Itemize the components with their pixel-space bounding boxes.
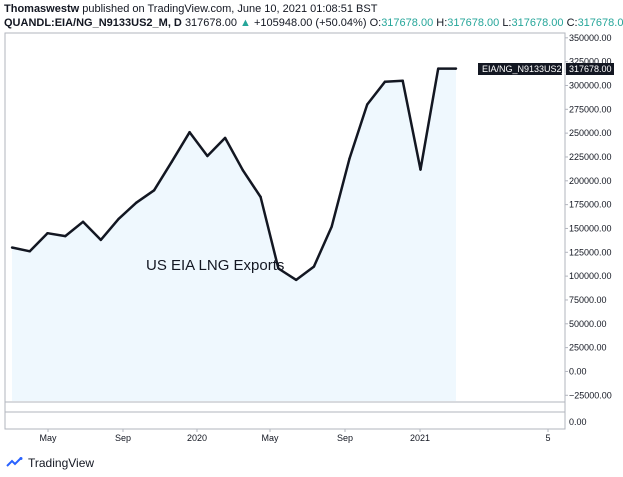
y-tick-label: 150000.00 <box>569 223 612 233</box>
change-arrow: ▲ <box>240 17 251 29</box>
high-label: H: <box>436 17 448 29</box>
data-point <box>99 238 103 242</box>
chart-header-publisher: Thomaswestw published on TradingView.com… <box>4 3 377 15</box>
y-tick-label: 50000.00 <box>569 319 607 329</box>
data-point <box>64 234 67 238</box>
series-line <box>11 67 456 282</box>
y-tick-label: 125000.00 <box>569 247 612 257</box>
price-tag-symbol-box <box>478 63 562 75</box>
y-tick-label: 275000.00 <box>569 104 612 114</box>
data-point <box>437 67 440 70</box>
y-tick-label: 300000.00 <box>569 80 612 90</box>
open-value: 317678.00 <box>381 17 434 29</box>
y-tick-label: 350000.00 <box>569 33 612 43</box>
price-tag: EIA/NG_N9133US2_M 317678.00 <box>478 63 614 75</box>
symbol-label: QUANDL:EIA/NG_N9133US2_M, D <box>4 17 182 29</box>
data-point <box>206 154 209 158</box>
publish-info: published on TradingView.com, June 10, 2… <box>82 3 378 15</box>
y-tick-label: 75000.00 <box>569 295 607 305</box>
last-price: 317678.00 <box>184 17 237 29</box>
y-tick-label: 100000.00 <box>569 271 612 281</box>
y-tick-label: 225000.00 <box>569 152 612 162</box>
data-point <box>454 67 458 70</box>
y-tick-label: 200000.00 <box>569 176 612 186</box>
close-label: C: <box>566 17 578 29</box>
change-value: +105948.00 (+50.04%) <box>253 17 367 29</box>
x-tick-label: Sep <box>337 433 353 443</box>
data-point <box>348 157 351 161</box>
footer-brand[interactable]: TradingView <box>6 456 94 470</box>
data-point <box>419 168 422 171</box>
author-name[interactable]: Thomaswestw <box>4 3 80 15</box>
price-tag-symbol: EIA/NG_N9133US2_M <box>482 64 574 74</box>
data-point <box>401 79 404 82</box>
tradingview-logo-icon <box>6 457 23 467</box>
low-label: L: <box>502 17 512 29</box>
data-point <box>28 250 31 253</box>
x-tick-label: May <box>261 433 279 443</box>
data-point <box>81 220 85 223</box>
data-point <box>312 265 316 268</box>
data-point <box>366 103 369 106</box>
data-point <box>223 136 227 140</box>
x-tick-label: May <box>39 433 57 443</box>
data-point <box>241 169 245 172</box>
plot-area <box>10 67 458 401</box>
y-tick-label: 325000.00 <box>569 57 612 67</box>
open-label: O: <box>369 17 382 29</box>
x-tick-label: 2021 <box>410 433 430 443</box>
data-point <box>152 189 156 192</box>
y-tick-label: −25000.00 <box>569 390 612 400</box>
y-tick-label: 250000.00 <box>569 128 612 138</box>
price-tag-value: 317678.00 <box>569 64 612 74</box>
data-point <box>383 80 387 83</box>
y-tick-label: 0.00 <box>569 366 587 376</box>
chart-header-quote: QUANDL:EIA/NG_N9133US2_M, D 317678.00 ▲ … <box>4 17 623 29</box>
close-value: 317678.00 <box>577 17 623 29</box>
low-value: 317678.00 <box>511 17 564 29</box>
y-tick-label: 175000.00 <box>569 200 612 210</box>
data-point <box>330 225 333 228</box>
data-point <box>277 267 280 270</box>
data-point <box>170 160 174 163</box>
x-tick-label: 2020 <box>187 433 207 443</box>
data-point <box>188 130 191 134</box>
data-point <box>294 278 298 282</box>
x-tick-label: Sep <box>115 433 131 443</box>
data-point <box>10 246 14 249</box>
high-value: 317678.00 <box>447 17 500 29</box>
data-point <box>46 232 49 235</box>
price-tag-value-box <box>566 63 614 75</box>
chart-annotation: US EIA LNG Exports <box>146 257 284 274</box>
data-point <box>135 201 138 204</box>
series-area-fill <box>12 68 456 401</box>
x-axis: May Sep 2020 May Sep 2021 5 <box>39 429 551 443</box>
data-point <box>117 217 120 221</box>
brand-name: TradingView <box>28 456 95 470</box>
x-tick-label: 5 <box>545 433 550 443</box>
y-axis: 350000.00 325000.00 300000.00 275000.00 2500… <box>565 33 612 400</box>
pane-y-tick: 0.00 <box>569 417 587 427</box>
data-point <box>259 195 262 199</box>
y-tick-label: 25000.00 <box>569 343 607 353</box>
